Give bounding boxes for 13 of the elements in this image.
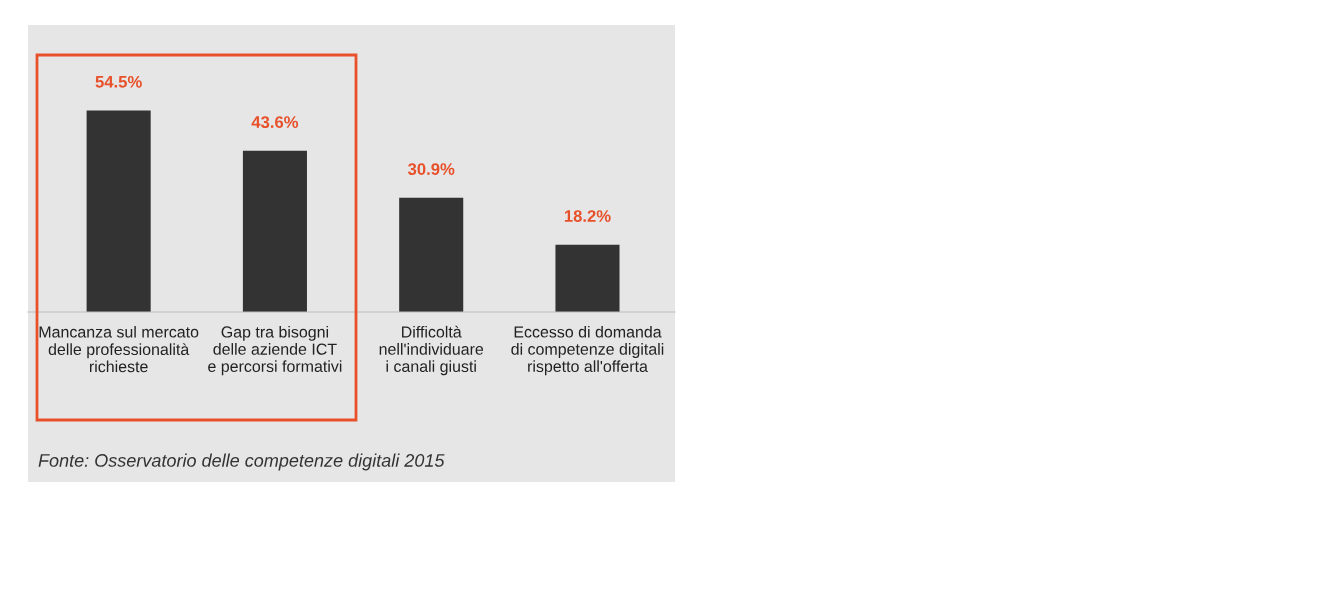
x-tick-label: Eccesso di domanda di competenze digitali rispetto all'offerta bbox=[511, 325, 664, 376]
data-label: 30.9% bbox=[407, 163, 455, 175]
bar bbox=[242, 150, 307, 312]
source-note: Fonte: Osservatorio delle competenze digitali 2015 bbox=[38, 453, 445, 471]
data-label: 18.2% bbox=[564, 210, 611, 222]
x-tick-label: Gap tra bisogni delle aziende ICT e percorsi formativi bbox=[208, 325, 342, 376]
data-label: 43.6% bbox=[251, 116, 299, 128]
bar bbox=[399, 197, 464, 312]
bar bbox=[555, 244, 620, 312]
x-tick-label: Mancanza sul mercato delle professionalità richieste bbox=[39, 325, 199, 373]
data-label: 54.5% bbox=[95, 75, 142, 88]
bar bbox=[86, 110, 151, 312]
x-tick-label: Difficoltà nell'individuare i canali giusti bbox=[379, 325, 484, 376]
